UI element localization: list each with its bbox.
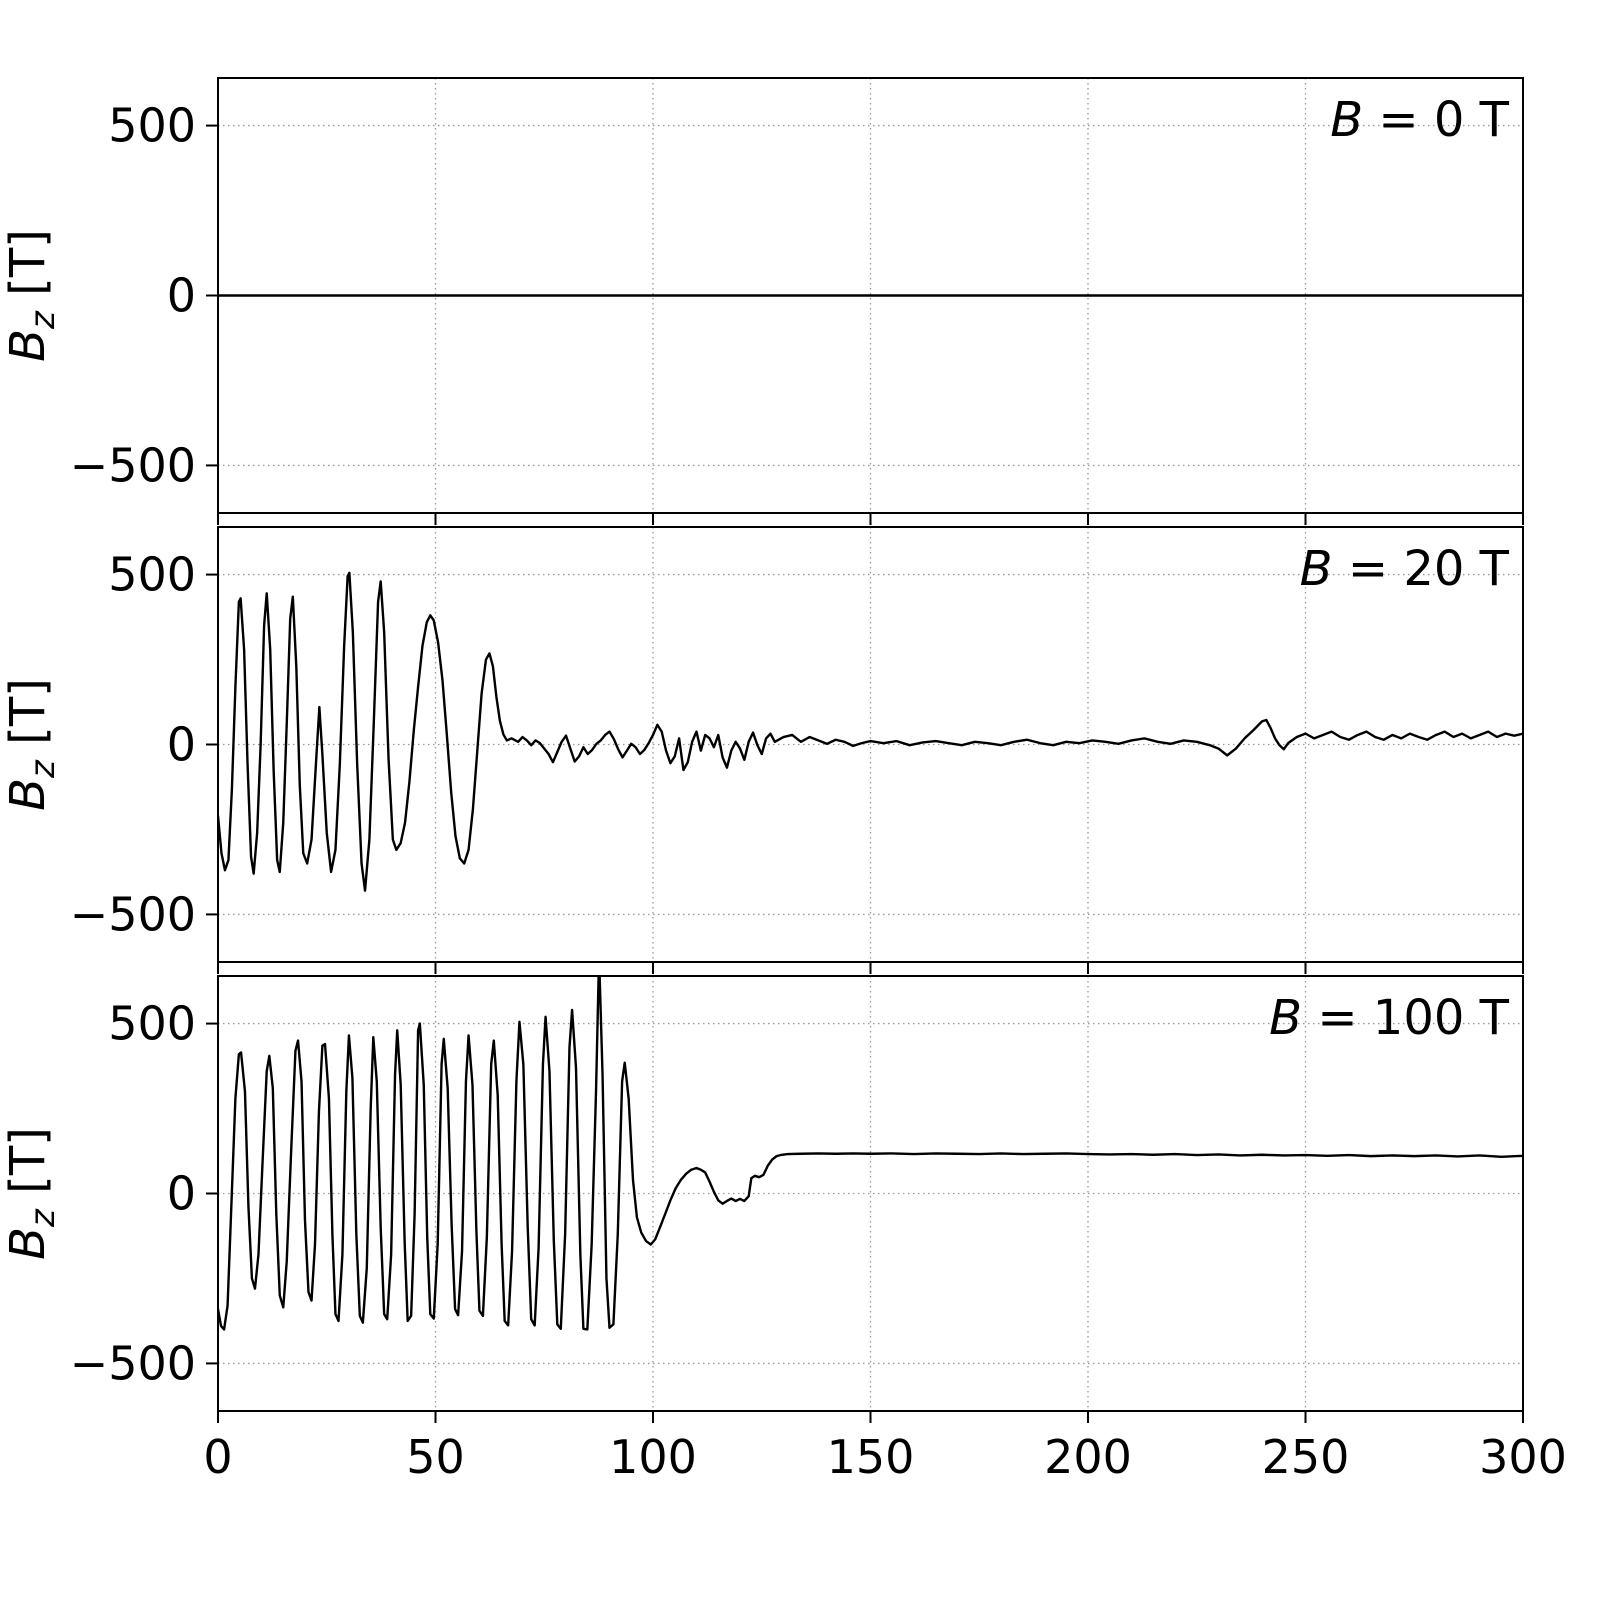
y-axis-label-variable: B: [0, 1227, 56, 1260]
y-tick-label: −500: [70, 438, 196, 492]
y-axis-label-subscript: z: [23, 1208, 63, 1228]
x-tick-label: 0: [203, 1430, 232, 1484]
y-tick-label: 0: [167, 1167, 196, 1221]
x-tick-label: 250: [1262, 1430, 1350, 1484]
annotation-value: = 100 T: [1302, 990, 1510, 1046]
y-axis-label: Bz [T]: [0, 229, 63, 362]
y-axis-label-unit: [T]: [0, 678, 56, 760]
y-tick-label: 0: [167, 269, 196, 323]
data-series-line: [218, 976, 1523, 1331]
annotation-variable: B: [1269, 990, 1302, 1046]
y-tick-label: 500: [108, 548, 196, 602]
y-axis-label-variable: B: [0, 329, 56, 362]
x-tick-label: 200: [1044, 1430, 1132, 1484]
y-tick-label: 500: [108, 997, 196, 1051]
x-tick-label: 100: [609, 1430, 697, 1484]
panel-0-annotation: B = 0 T: [1330, 92, 1509, 148]
x-tick-label: 50: [406, 1430, 465, 1484]
annotation-variable: B: [1330, 92, 1363, 148]
y-axis-label-subscript: z: [23, 310, 63, 330]
y-axis-label: Bz [T]: [0, 1127, 63, 1260]
annotation-variable: B: [1300, 541, 1333, 597]
x-tick-label: 150: [827, 1430, 915, 1484]
y-axis-label-variable: B: [0, 778, 56, 811]
y-tick-label: 0: [167, 718, 196, 772]
x-tick-label: 300: [1479, 1430, 1567, 1484]
y-axis-label-unit: [T]: [0, 1127, 56, 1209]
y-tick-label: 500: [108, 99, 196, 153]
y-axis-label-subscript: z: [23, 759, 63, 779]
y-tick-label: −500: [70, 887, 196, 941]
y-axis-label: Bz [T]: [0, 678, 63, 811]
panel-1-annotation: B = 20 T: [1300, 541, 1510, 597]
data-series-line: [218, 571, 1523, 892]
y-tick-label: −500: [70, 1336, 196, 1390]
panel-2-annotation: B = 100 T: [1269, 990, 1510, 1046]
annotation-value: = 0 T: [1363, 92, 1510, 148]
annotation-value: = 20 T: [1333, 541, 1510, 597]
y-axis-label-unit: [T]: [0, 229, 56, 311]
